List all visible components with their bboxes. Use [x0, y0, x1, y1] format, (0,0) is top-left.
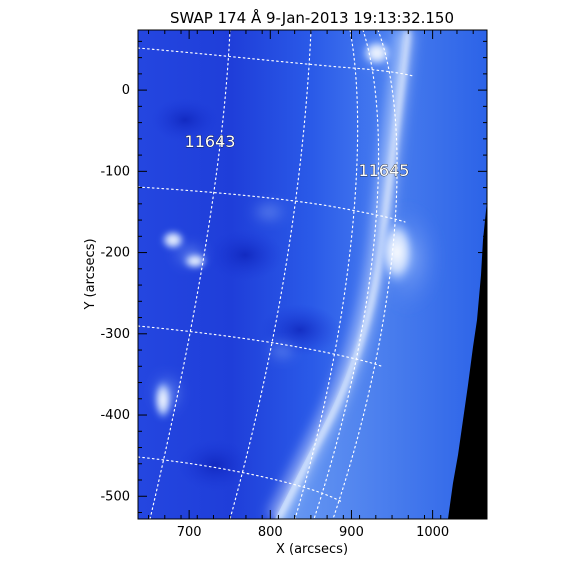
- active-region-label-11643: 11643: [185, 132, 236, 151]
- solar-image: 11643 11645: [138, 30, 487, 519]
- solar-disk: [138, 30, 405, 519]
- y-tick-label: -100: [100, 164, 130, 179]
- grid-line-longitude: [313, 30, 380, 519]
- bright-active-region: [362, 40, 392, 66]
- grid-line-longitude: [294, 30, 359, 519]
- grid-line-latitude: [138, 47, 414, 77]
- y-tick-label: -400: [100, 408, 130, 423]
- dark-region: [151, 98, 219, 142]
- x-tick-label: 1000: [416, 525, 449, 540]
- dark-region: [177, 439, 253, 491]
- bright-loop: [161, 230, 185, 250]
- x-tick-label: 900: [339, 525, 364, 540]
- grid-line-longitude: [332, 30, 398, 519]
- x-tick-label: 700: [177, 525, 202, 540]
- grid-line-longitude: [149, 30, 231, 519]
- grid-line-latitude: [138, 325, 382, 367]
- grid-line-longitude: [229, 30, 312, 519]
- heliographic-grid: [138, 30, 414, 519]
- bright-loop: [266, 340, 298, 362]
- solar-limb: [275, 30, 411, 519]
- y-tick-label: -200: [100, 246, 130, 261]
- x-axis-title: X (arcsecs): [276, 542, 348, 557]
- plot-title: SWAP 174 Å 9-Jan-2013 19:13:32.150: [170, 8, 454, 27]
- bright-loop: [249, 200, 289, 224]
- y-tick-label: 0: [122, 83, 130, 98]
- off-limb-space: [448, 201, 487, 519]
- plot-frame: [137, 29, 488, 520]
- axes: 700 800 900 1000 0 -100 -200 -300 -400 -500: [100, 30, 487, 540]
- y-axis-title: Y (arcsecs): [83, 238, 98, 310]
- x-tick-label: 800: [258, 525, 283, 540]
- y-tick-label: -500: [100, 489, 130, 504]
- bright-active-region: [379, 218, 415, 286]
- grid-line-latitude: [138, 456, 343, 503]
- bright-loop: [183, 253, 207, 269]
- active-region-label-11645: 11645: [359, 161, 410, 180]
- bright-loop: [154, 380, 172, 420]
- grid-line-latitude: [138, 186, 406, 223]
- y-tick-label: -300: [100, 327, 130, 342]
- dark-region: [207, 229, 283, 281]
